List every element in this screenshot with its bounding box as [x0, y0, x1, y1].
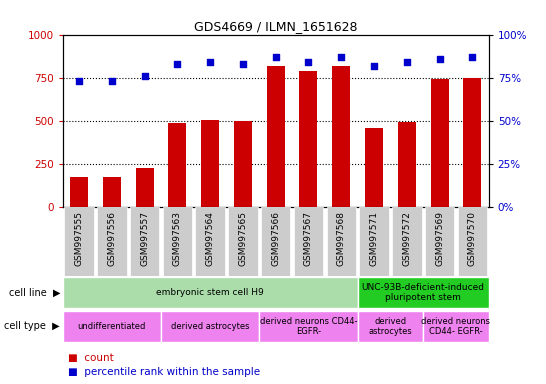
Text: derived neurons CD44-
EGFR-: derived neurons CD44- EGFR-	[260, 316, 357, 336]
Bar	[136, 167, 154, 207]
Point	[402, 59, 411, 65]
Text: derived neurons
CD44- EGFR-: derived neurons CD44- EGFR-	[422, 316, 490, 336]
Point	[239, 61, 247, 67]
Text: GSM997572: GSM997572	[402, 211, 411, 266]
FancyBboxPatch shape	[294, 207, 323, 276]
FancyBboxPatch shape	[425, 207, 454, 276]
Text: GSM997557: GSM997557	[140, 211, 149, 266]
Point	[108, 78, 116, 84]
FancyBboxPatch shape	[261, 207, 290, 276]
Text: derived
astrocytes: derived astrocytes	[369, 316, 412, 336]
Text: GSM997571: GSM997571	[370, 211, 378, 266]
Text: GSM997567: GSM997567	[304, 211, 313, 266]
Text: GSM997569: GSM997569	[435, 211, 444, 266]
Point	[75, 78, 84, 84]
FancyBboxPatch shape	[195, 207, 225, 276]
FancyBboxPatch shape	[130, 207, 159, 276]
Text: GSM997563: GSM997563	[173, 211, 182, 266]
Text: ■  percentile rank within the sample: ■ percentile rank within the sample	[68, 367, 260, 377]
Bar	[103, 177, 121, 207]
Text: undifferentiated: undifferentiated	[78, 322, 146, 331]
FancyBboxPatch shape	[97, 207, 127, 276]
FancyBboxPatch shape	[327, 207, 356, 276]
Bar	[201, 120, 219, 207]
Point	[206, 59, 215, 65]
Text: embryonic stem cell H9: embryonic stem cell H9	[156, 288, 264, 297]
Text: GSM997564: GSM997564	[206, 211, 215, 266]
Bar	[332, 66, 351, 207]
Text: cell line  ▶: cell line ▶	[9, 288, 60, 298]
Point	[337, 54, 346, 60]
FancyBboxPatch shape	[63, 277, 358, 308]
Point	[271, 54, 280, 60]
Text: GSM997568: GSM997568	[337, 211, 346, 266]
Bar	[365, 128, 383, 207]
Bar	[168, 123, 187, 207]
FancyBboxPatch shape	[161, 311, 259, 342]
Text: UNC-93B-deficient-induced
pluripotent stem: UNC-93B-deficient-induced pluripotent st…	[361, 283, 485, 303]
Bar	[463, 78, 482, 207]
Bar	[430, 79, 449, 207]
Text: GSM997570: GSM997570	[468, 211, 477, 266]
Text: cell type  ▶: cell type ▶	[4, 321, 60, 331]
Text: GSM997565: GSM997565	[239, 211, 247, 266]
FancyBboxPatch shape	[63, 311, 161, 342]
FancyBboxPatch shape	[458, 207, 487, 276]
FancyBboxPatch shape	[358, 311, 423, 342]
Bar	[70, 177, 88, 207]
FancyBboxPatch shape	[423, 311, 489, 342]
Text: derived astrocytes: derived astrocytes	[171, 322, 250, 331]
FancyBboxPatch shape	[64, 207, 94, 276]
Point	[435, 56, 444, 62]
FancyBboxPatch shape	[358, 277, 489, 308]
Text: GSM997566: GSM997566	[271, 211, 280, 266]
Point	[304, 59, 313, 65]
Text: ■  count: ■ count	[68, 353, 114, 363]
Point	[370, 63, 378, 69]
FancyBboxPatch shape	[359, 207, 389, 276]
Text: GSM997556: GSM997556	[108, 211, 116, 266]
Point	[140, 73, 149, 79]
Bar	[397, 122, 416, 207]
Title: GDS4669 / ILMN_1651628: GDS4669 / ILMN_1651628	[194, 20, 358, 33]
Bar	[266, 66, 285, 207]
FancyBboxPatch shape	[259, 311, 358, 342]
FancyBboxPatch shape	[163, 207, 192, 276]
Point	[173, 61, 182, 67]
Bar	[299, 71, 317, 207]
FancyBboxPatch shape	[228, 207, 258, 276]
FancyBboxPatch shape	[392, 207, 422, 276]
Bar	[234, 121, 252, 207]
Text: GSM997555: GSM997555	[75, 211, 84, 266]
Point	[468, 54, 477, 60]
